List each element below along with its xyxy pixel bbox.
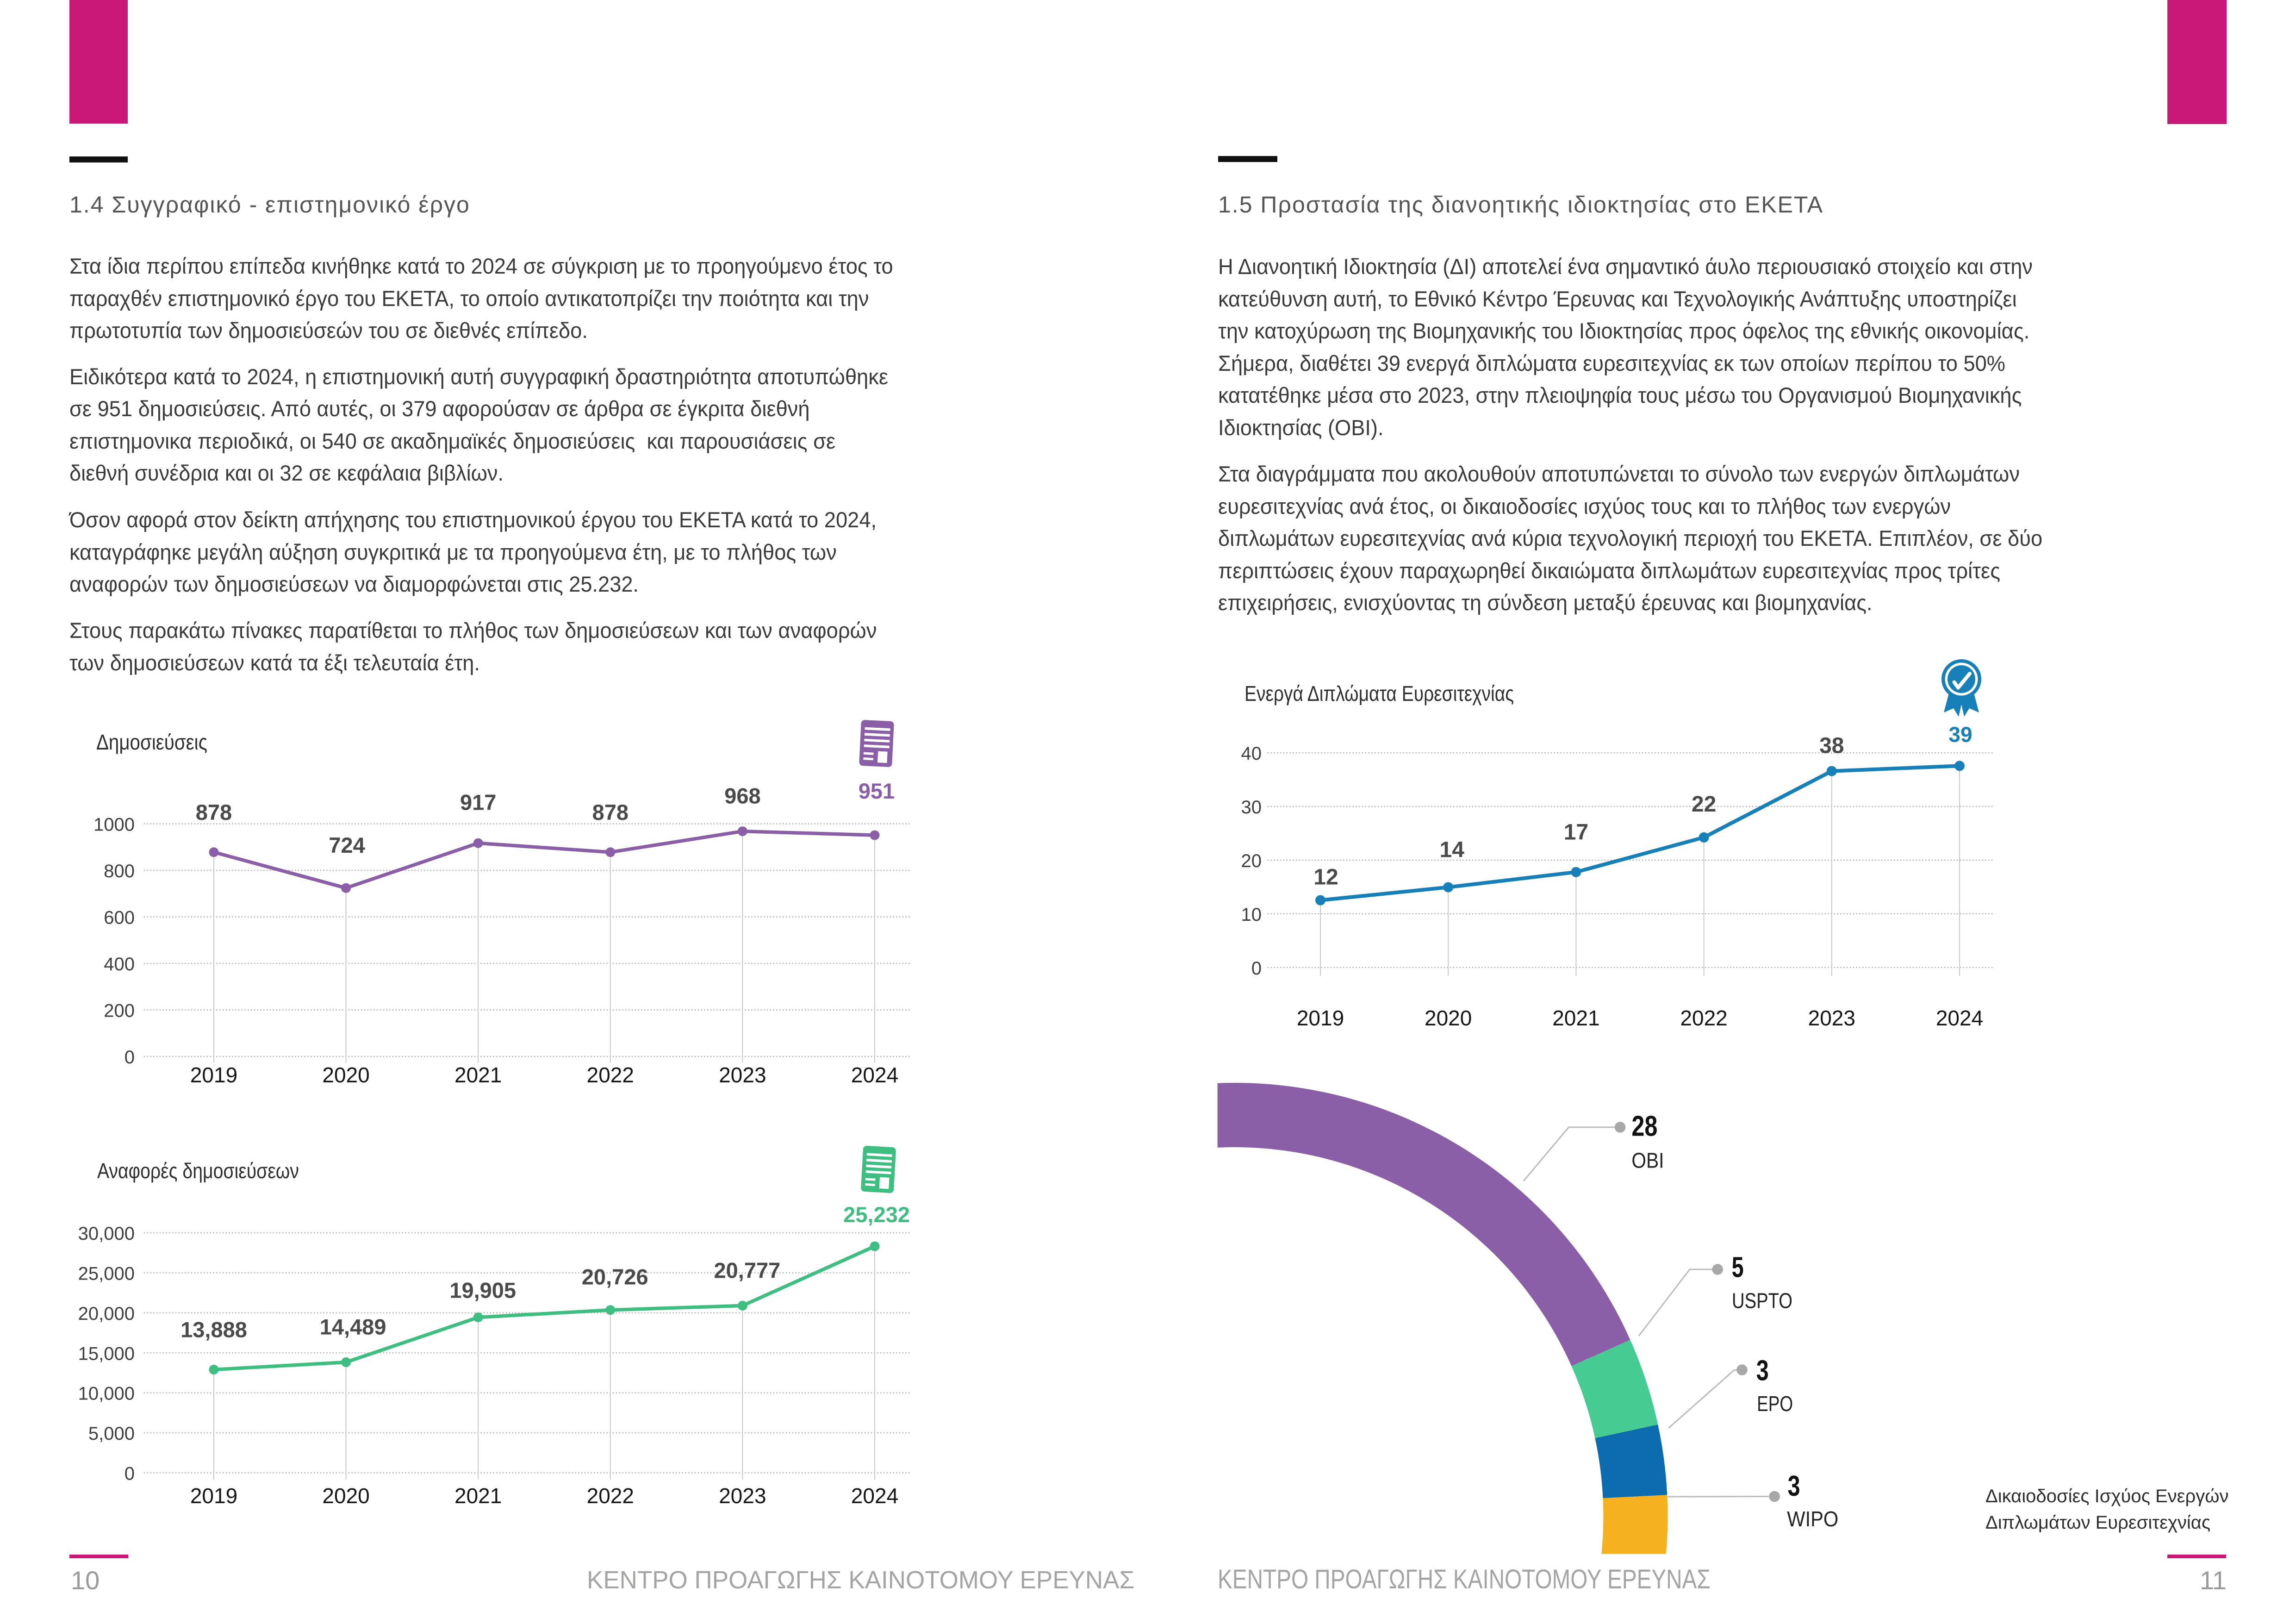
- svg-text:2024: 2024: [851, 1063, 898, 1087]
- svg-text:2024: 2024: [851, 1484, 898, 1508]
- svg-text:2019: 2019: [1297, 1006, 1344, 1030]
- svg-text:25,000: 25,000: [78, 1264, 135, 1284]
- svg-text:5: 5: [1732, 1252, 1744, 1284]
- svg-text:38: 38: [1819, 734, 1844, 758]
- svg-text:2020: 2020: [322, 1063, 369, 1087]
- svg-text:28: 28: [1631, 1111, 1657, 1143]
- svg-text:12: 12: [1313, 865, 1338, 890]
- svg-text:14,489: 14,489: [320, 1315, 386, 1339]
- svg-text:0: 0: [124, 1464, 135, 1484]
- svg-text:2020: 2020: [1425, 1006, 1472, 1030]
- svg-text:OBI: OBI: [1631, 1148, 1664, 1172]
- svg-text:2021: 2021: [1552, 1006, 1599, 1030]
- svg-text:13,888: 13,888: [180, 1318, 247, 1342]
- svg-text:Ενεργά Διπλώματα Ευρεσιτεχνίας: Ενεργά Διπλώματα Ευρεσιτεχνίας: [1244, 681, 1514, 706]
- svg-text:800: 800: [104, 861, 135, 881]
- svg-text:2019: 2019: [190, 1063, 237, 1087]
- svg-text:14: 14: [1440, 838, 1465, 862]
- svg-text:22: 22: [1692, 792, 1716, 817]
- svg-text:951: 951: [859, 779, 895, 803]
- svg-text:10,000: 10,000: [78, 1384, 135, 1404]
- svg-text:0: 0: [1251, 958, 1262, 979]
- svg-text:3: 3: [1756, 1355, 1769, 1387]
- svg-text:17: 17: [1564, 820, 1588, 845]
- svg-text:1000: 1000: [93, 815, 135, 835]
- svg-text:20,000: 20,000: [78, 1304, 135, 1324]
- svg-text:30: 30: [1241, 797, 1262, 818]
- svg-text:25,232: 25,232: [843, 1202, 910, 1227]
- svg-text:19,905: 19,905: [449, 1278, 516, 1303]
- svg-text:2023: 2023: [1808, 1006, 1855, 1030]
- svg-text:600: 600: [104, 908, 135, 928]
- svg-text:200: 200: [104, 1001, 135, 1021]
- svg-text:3: 3: [1788, 1470, 1800, 1502]
- svg-text:39: 39: [1948, 723, 1972, 747]
- svg-text:2022: 2022: [587, 1484, 634, 1508]
- svg-text:2023: 2023: [719, 1484, 766, 1508]
- svg-text:20,777: 20,777: [714, 1258, 781, 1282]
- svg-text:2023: 2023: [719, 1063, 766, 1087]
- svg-text:10: 10: [1241, 905, 1262, 925]
- svg-text:2022: 2022: [1680, 1006, 1727, 1030]
- svg-text:30,000: 30,000: [78, 1224, 135, 1244]
- svg-text:2022: 2022: [587, 1063, 634, 1087]
- svg-text:20,726: 20,726: [582, 1265, 648, 1289]
- svg-text:EPO: EPO: [1757, 1392, 1793, 1416]
- svg-text:5,000: 5,000: [88, 1424, 135, 1444]
- svg-text:724: 724: [329, 833, 365, 857]
- svg-text:2024: 2024: [1936, 1006, 1983, 1030]
- svg-text:2021: 2021: [454, 1063, 502, 1087]
- svg-text:15,000: 15,000: [78, 1343, 135, 1364]
- svg-text:917: 917: [460, 790, 496, 815]
- svg-text:2019: 2019: [190, 1484, 237, 1508]
- svg-text:2020: 2020: [322, 1484, 369, 1508]
- svg-text:878: 878: [196, 800, 232, 824]
- svg-text:Δημοσιεύσεις: Δημοσιεύσεις: [96, 730, 207, 754]
- svg-text:20: 20: [1241, 851, 1262, 871]
- svg-text:WIPO: WIPO: [1787, 1507, 1838, 1531]
- svg-text:40: 40: [1241, 743, 1262, 764]
- svg-text:878: 878: [592, 800, 628, 824]
- svg-text:0: 0: [124, 1047, 135, 1068]
- svg-text:USPTO: USPTO: [1732, 1288, 1792, 1312]
- svg-text:400: 400: [104, 954, 135, 974]
- svg-text:968: 968: [724, 784, 760, 808]
- svg-text:Αναφορές δημοσιεύσεων: Αναφορές δημοσιεύσεων: [97, 1159, 299, 1183]
- svg-text:2021: 2021: [454, 1484, 502, 1508]
